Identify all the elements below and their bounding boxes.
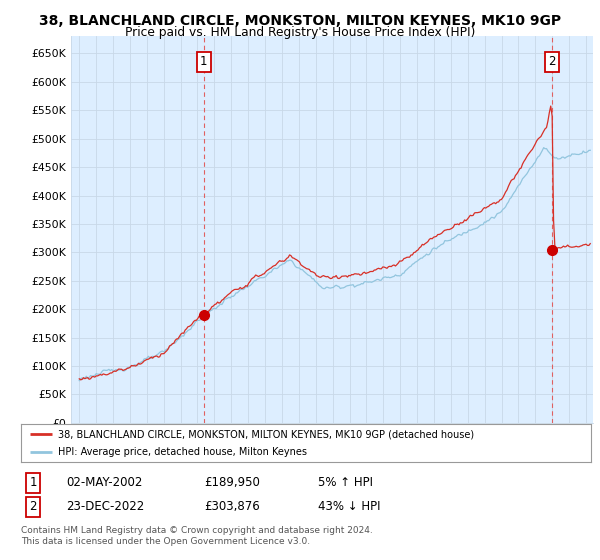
- Text: 2: 2: [548, 55, 556, 68]
- Text: 1: 1: [29, 476, 37, 489]
- Text: 23-DEC-2022: 23-DEC-2022: [66, 500, 144, 514]
- Text: 2: 2: [29, 500, 37, 514]
- Text: 38, BLANCHLAND CIRCLE, MONKSTON, MILTON KEYNES, MK10 9GP (detached house): 38, BLANCHLAND CIRCLE, MONKSTON, MILTON …: [58, 429, 474, 439]
- Text: Contains HM Land Registry data © Crown copyright and database right 2024.
This d: Contains HM Land Registry data © Crown c…: [21, 526, 373, 546]
- Text: 02-MAY-2002: 02-MAY-2002: [66, 476, 142, 489]
- Text: HPI: Average price, detached house, Milton Keynes: HPI: Average price, detached house, Milt…: [58, 447, 307, 458]
- Text: £303,876: £303,876: [204, 500, 260, 514]
- Text: Price paid vs. HM Land Registry's House Price Index (HPI): Price paid vs. HM Land Registry's House …: [125, 26, 475, 39]
- Text: 1: 1: [200, 55, 208, 68]
- Text: 5% ↑ HPI: 5% ↑ HPI: [318, 476, 373, 489]
- Text: £189,950: £189,950: [204, 476, 260, 489]
- Text: 43% ↓ HPI: 43% ↓ HPI: [318, 500, 380, 514]
- Text: 38, BLANCHLAND CIRCLE, MONKSTON, MILTON KEYNES, MK10 9GP: 38, BLANCHLAND CIRCLE, MONKSTON, MILTON …: [39, 14, 561, 28]
